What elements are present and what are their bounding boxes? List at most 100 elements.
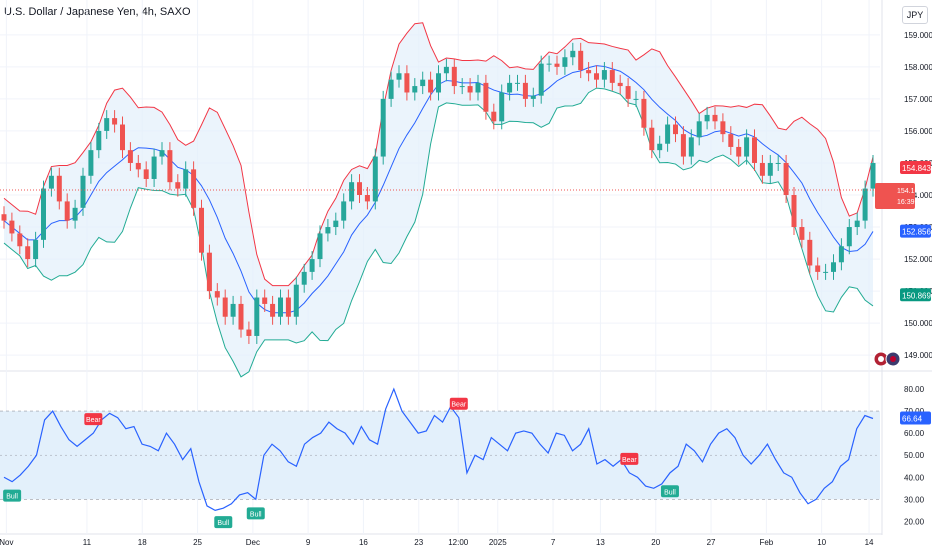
candle-body [246, 329, 252, 336]
candle-body [443, 66, 449, 74]
candle-body [41, 188, 46, 240]
candle-body [831, 262, 836, 272]
currency-button[interactable]: JPY [902, 6, 928, 24]
price-label: 154.843 [902, 164, 931, 173]
candle-body [412, 86, 418, 93]
candle-body [522, 82, 528, 99]
candle-body [9, 220, 15, 234]
candle-body [838, 246, 844, 263]
candle-body [436, 73, 441, 93]
candle-body [96, 130, 102, 151]
bear-signal-label: Bear [86, 417, 101, 424]
candle-body [601, 70, 607, 80]
bear-signal-badge [620, 452, 639, 465]
candle-body [696, 121, 702, 138]
currency-flags-icon [873, 351, 901, 367]
candle-body [657, 143, 663, 151]
candle-body [507, 82, 513, 93]
candle-body [364, 195, 370, 202]
bull-signal-label: Bull [6, 494, 18, 501]
candle-body [720, 121, 726, 135]
candle-body [25, 246, 31, 260]
time-tick-label: 7 [551, 538, 556, 547]
candle-body [199, 207, 204, 253]
candle-body [428, 79, 434, 93]
price-label-bg [900, 160, 931, 174]
candle-body [230, 303, 236, 317]
rsi-tick-label: 80.00 [904, 385, 925, 394]
candle-body [499, 92, 505, 122]
candle-body [554, 63, 560, 67]
price-tick-label: 152.000 [904, 255, 932, 264]
candle-body [791, 195, 797, 228]
rsi-value-label-bg [900, 411, 931, 425]
time-tick-label: 16 [359, 538, 368, 547]
price-label: 150.869 [902, 291, 931, 300]
candle-body [48, 175, 54, 189]
rsi-line [3, 387, 874, 511]
candle-body [270, 303, 276, 317]
candle-body [372, 156, 378, 202]
candle-body [578, 50, 584, 71]
candle-body [309, 259, 315, 272]
candle-body [175, 182, 181, 189]
rsi-tick-label: 60.00 [904, 429, 925, 438]
candle-body [625, 86, 631, 99]
candle-body [475, 82, 481, 93]
candle-body [546, 63, 552, 65]
candle-body [759, 162, 765, 176]
price-tick-label: 156.000 [904, 127, 932, 136]
time-tick-label: 13 [596, 538, 605, 547]
candle-body [775, 162, 781, 164]
candle-body [341, 201, 347, 221]
candle-body [752, 137, 757, 163]
time-tick-label: 9 [306, 538, 311, 547]
candle-body [396, 73, 402, 80]
candle-body [293, 284, 299, 317]
time-tick-label: Dec [246, 538, 260, 547]
candle-body [854, 220, 860, 228]
candle-body [649, 127, 655, 151]
candle-body [262, 297, 268, 304]
candle-body [570, 50, 576, 58]
bull-signal-badge [3, 489, 22, 502]
candle-body [744, 137, 750, 157]
bull-signal-badge [660, 485, 679, 498]
candle-body [617, 82, 623, 87]
candle-body [680, 134, 686, 157]
price-tick-label: 157.000 [904, 95, 932, 104]
time-tick-label: 12:00 [448, 538, 469, 547]
candle-body [783, 162, 789, 195]
candle-body [80, 175, 86, 208]
price-tick-label: 149.000 [904, 351, 932, 360]
candle-body [491, 111, 497, 122]
bull-signal-badge [214, 516, 233, 529]
price-tick-label: 159.000 [904, 31, 932, 40]
candle-body [317, 233, 323, 260]
candle-body [214, 291, 220, 298]
bear-signal-label: Bear [622, 457, 637, 464]
candle-body [127, 150, 133, 163]
candle-body [420, 79, 426, 87]
candle-body [206, 252, 212, 292]
chart-title: U.S. Dollar / Japanese Yen, 4h, SAXO [4, 6, 191, 18]
candle-body [159, 150, 165, 157]
candle-body [562, 57, 568, 67]
candle-body [325, 227, 331, 234]
rsi-tick-label: 30.00 [904, 495, 925, 504]
candle-body [736, 146, 742, 157]
candle-body [609, 70, 615, 83]
time-tick-label: 14 [865, 538, 874, 547]
rsi-tick-label: 20.00 [904, 517, 925, 526]
candle-body [459, 86, 465, 88]
candle-body [333, 220, 339, 228]
candle-body [183, 169, 189, 189]
bollinger-lower [3, 87, 874, 378]
rsi-tick-label: 40.00 [904, 473, 925, 482]
time-tick-label: Feb [759, 538, 773, 547]
candle-body [151, 156, 157, 179]
candle-body [665, 124, 671, 144]
bull-signal-label: Bull [664, 489, 676, 496]
candle-body [815, 265, 821, 272]
